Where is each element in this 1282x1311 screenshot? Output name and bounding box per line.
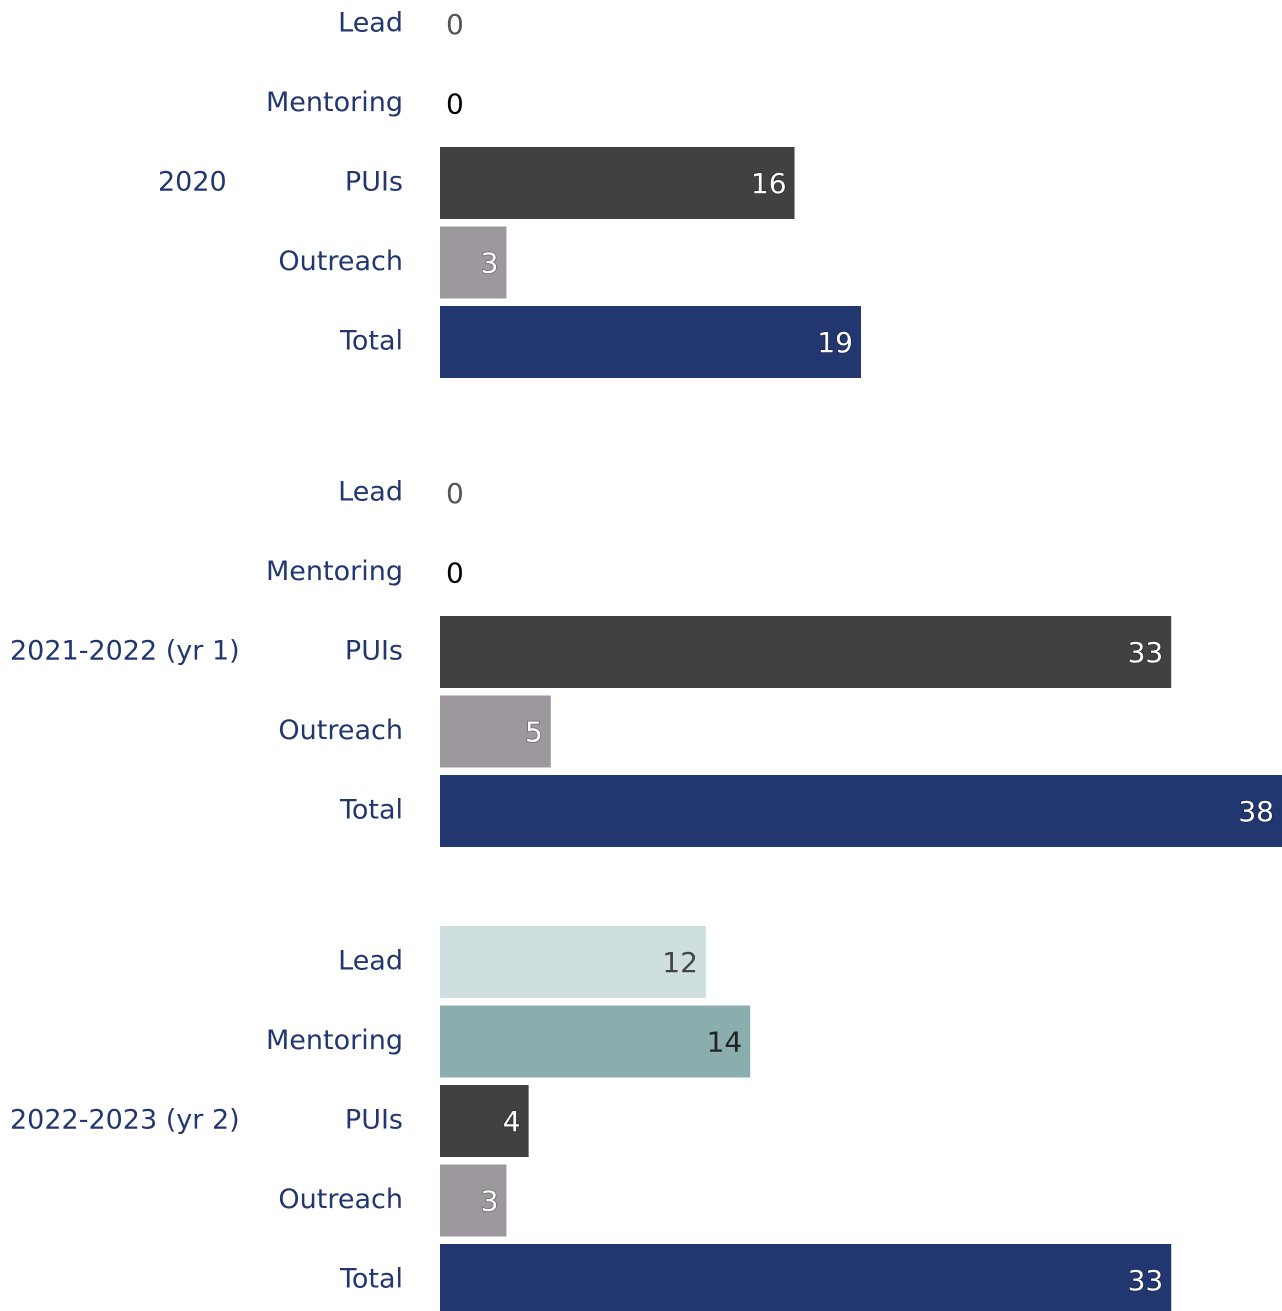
value-label: 4 (503, 1105, 521, 1138)
value-label: 0 (446, 557, 464, 590)
bar-group-1: 2021-2022 (yr 1) Lead 0 Mentoring 0 PUIs 33 Out… (10, 477, 1282, 847)
value-label: 38 (1238, 795, 1274, 828)
bar-group-0: 2020 Lead 0 Mentoring 0 PUIs 16 Outreach 3 Total 1… (158, 8, 861, 378)
value-label: 0 (446, 8, 464, 41)
category-label: Total (339, 1264, 403, 1295)
bar (440, 306, 861, 378)
value-label: 14 (707, 1026, 743, 1059)
category-label: PUIs (345, 167, 403, 198)
category-label: Mentoring (266, 556, 403, 587)
bar (440, 1244, 1172, 1311)
bar (440, 926, 706, 998)
category-label: Lead (338, 8, 403, 39)
value-label: 16 (751, 167, 787, 200)
bar (440, 1005, 751, 1078)
value-label: 33 (1128, 1264, 1164, 1297)
category-label: Total (339, 326, 403, 357)
bar (440, 147, 795, 219)
value-label: 19 (817, 326, 853, 359)
bar-group-2: 2022-2023 (yr 2) Lead 12 Mentoring 14 PUIs 4 Ou… (10, 926, 1172, 1311)
category-label: Total (339, 795, 403, 826)
group-label: 2020 (158, 167, 227, 198)
category-label: PUIs (345, 1105, 403, 1136)
value-label: 33 (1128, 636, 1164, 669)
plot-area: 2020 Lead 0 Mentoring 0 PUIs 16 Outreach 3 Total 1… (10, 8, 1282, 1311)
category-label: PUIs (345, 636, 403, 667)
value-label: 12 (662, 946, 698, 979)
category-label: Mentoring (266, 1025, 403, 1056)
bar (440, 1164, 507, 1237)
category-label: Mentoring (266, 87, 403, 118)
value-label: 5 (525, 716, 543, 749)
group-label: 2021-2022 (yr 1) (10, 636, 240, 667)
bar (440, 775, 1282, 847)
category-label: Outreach (278, 1184, 403, 1215)
category-label: Outreach (278, 246, 403, 277)
bar (440, 1085, 529, 1157)
value-label: 3 (481, 247, 499, 280)
bar (440, 226, 507, 299)
value-label: 3 (481, 1185, 499, 1218)
category-label: Outreach (278, 715, 403, 746)
group-label: 2022-2023 (yr 2) (10, 1105, 240, 1136)
bar (440, 695, 551, 768)
bar (440, 616, 1172, 688)
category-label: Lead (338, 477, 403, 508)
value-label: 0 (446, 477, 464, 510)
category-label: Lead (338, 946, 403, 977)
value-label: 0 (446, 88, 464, 121)
